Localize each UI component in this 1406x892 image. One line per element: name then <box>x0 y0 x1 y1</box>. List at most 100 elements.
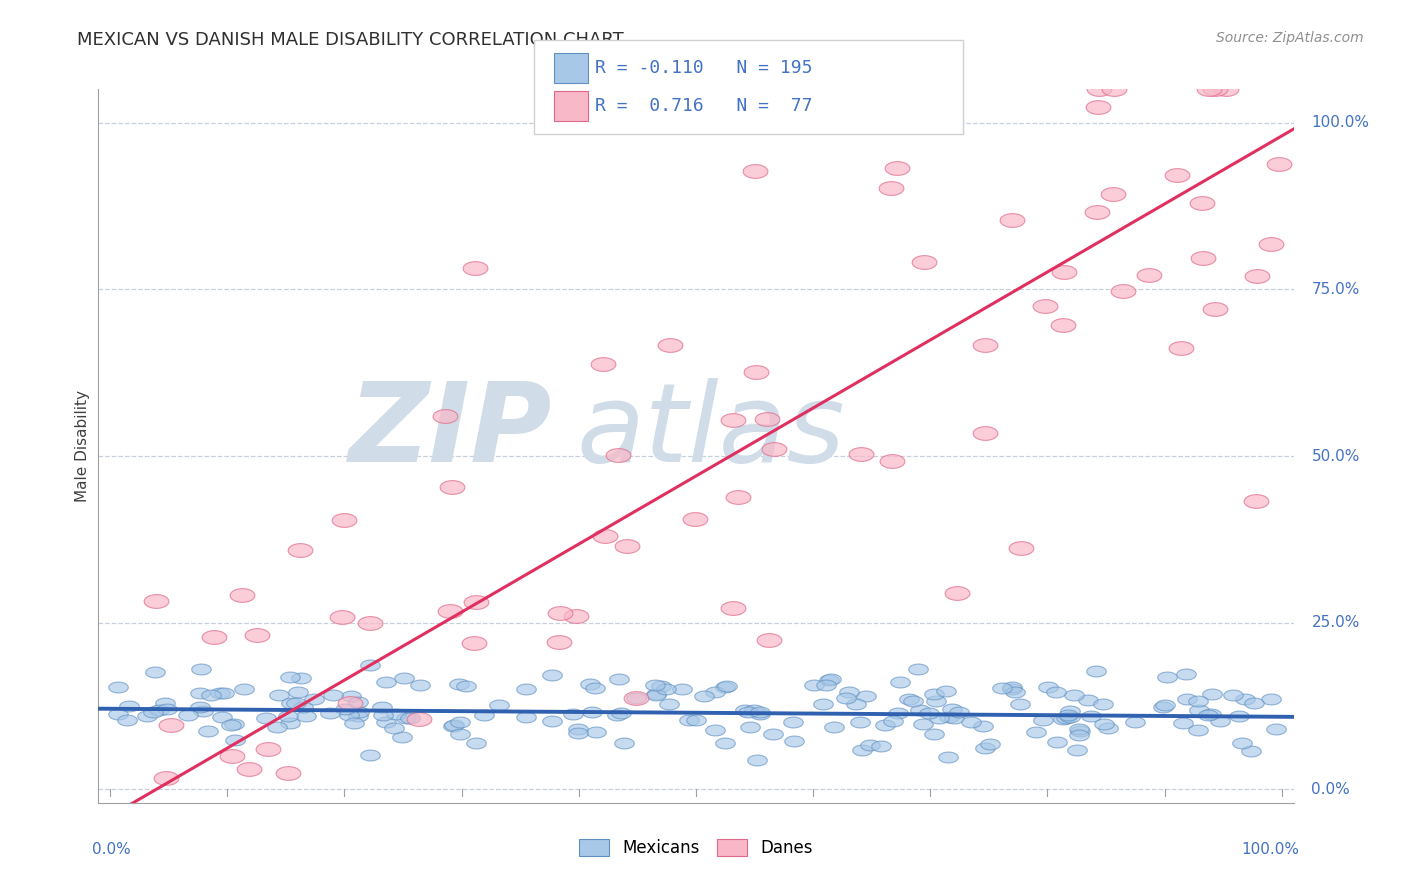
Point <box>295 708 318 723</box>
Point <box>1069 724 1091 739</box>
Point <box>285 696 308 710</box>
Point <box>384 707 406 722</box>
Point <box>749 705 772 719</box>
Point <box>335 702 357 716</box>
Point <box>928 711 950 725</box>
Point <box>820 672 842 686</box>
Point <box>737 705 759 719</box>
Point <box>1102 187 1125 202</box>
Point <box>1057 707 1080 722</box>
Point <box>704 723 727 738</box>
Point <box>943 711 966 725</box>
Point <box>922 727 945 741</box>
Text: atlas: atlas <box>576 378 845 485</box>
Point <box>443 718 465 732</box>
Point <box>744 164 766 178</box>
Point <box>1092 717 1115 731</box>
Point <box>1227 709 1250 723</box>
Point <box>658 697 681 711</box>
Point <box>565 609 588 624</box>
Point <box>1085 205 1108 219</box>
Point <box>593 529 616 543</box>
Point <box>1187 693 1209 707</box>
Point <box>212 686 235 700</box>
Point <box>277 709 299 723</box>
Point <box>683 512 706 526</box>
Text: 50.0%: 50.0% <box>1312 449 1360 464</box>
Point <box>278 716 301 731</box>
Point <box>408 712 430 726</box>
Point <box>136 708 159 723</box>
Point <box>1059 705 1081 719</box>
Point <box>382 721 405 735</box>
Point <box>1156 670 1178 684</box>
Point <box>347 706 370 720</box>
Point <box>886 161 908 175</box>
Point <box>1175 667 1198 681</box>
Point <box>747 753 769 767</box>
Point <box>145 594 167 608</box>
Text: 75.0%: 75.0% <box>1312 282 1360 297</box>
Point <box>1010 541 1032 555</box>
Y-axis label: Male Disability: Male Disability <box>75 390 90 502</box>
Point <box>644 678 666 692</box>
Point <box>256 742 278 756</box>
Point <box>291 700 314 714</box>
Point <box>734 703 756 717</box>
Point <box>541 668 564 682</box>
Point <box>1199 707 1222 722</box>
Point <box>441 480 464 494</box>
Text: 0.0%: 0.0% <box>1312 782 1350 797</box>
Point <box>221 717 243 731</box>
Point <box>869 739 891 753</box>
Point <box>1177 691 1199 706</box>
Point <box>541 714 564 729</box>
Point <box>432 882 454 892</box>
Point <box>849 447 872 461</box>
Point <box>1260 237 1282 252</box>
Point <box>948 705 970 719</box>
Point <box>155 771 177 785</box>
Point <box>1209 714 1232 729</box>
Point <box>613 736 636 750</box>
Point <box>208 686 231 700</box>
Point <box>371 708 394 723</box>
Point <box>472 708 495 723</box>
Point <box>333 513 356 527</box>
Point <box>592 357 614 371</box>
Point <box>1097 721 1119 735</box>
Point <box>845 697 868 711</box>
Point <box>762 727 785 741</box>
Text: Source: ZipAtlas.com: Source: ZipAtlas.com <box>1216 31 1364 45</box>
Point <box>973 425 995 440</box>
Point <box>515 682 537 697</box>
Point <box>907 662 929 676</box>
Point <box>1197 708 1219 723</box>
Point <box>1080 709 1102 723</box>
Point <box>693 690 716 704</box>
Point <box>211 710 233 724</box>
Point <box>744 365 766 379</box>
Point <box>938 710 960 724</box>
Point <box>107 680 129 694</box>
Point <box>1091 697 1114 711</box>
Point <box>755 412 778 426</box>
Point <box>972 719 994 733</box>
Point <box>1191 251 1213 265</box>
Point <box>1004 685 1026 699</box>
Point <box>1187 723 1209 737</box>
Point <box>585 724 607 739</box>
Point <box>1084 664 1107 678</box>
Point <box>1067 729 1090 743</box>
Text: 100.0%: 100.0% <box>1241 842 1299 857</box>
Point <box>723 601 745 615</box>
Point <box>267 688 290 702</box>
Point <box>655 681 678 696</box>
Point <box>1052 318 1074 332</box>
Point <box>266 719 288 733</box>
Point <box>1046 734 1069 748</box>
Text: ZIP: ZIP <box>349 378 553 485</box>
Point <box>359 747 381 762</box>
Point <box>882 714 904 728</box>
Point <box>606 707 628 722</box>
